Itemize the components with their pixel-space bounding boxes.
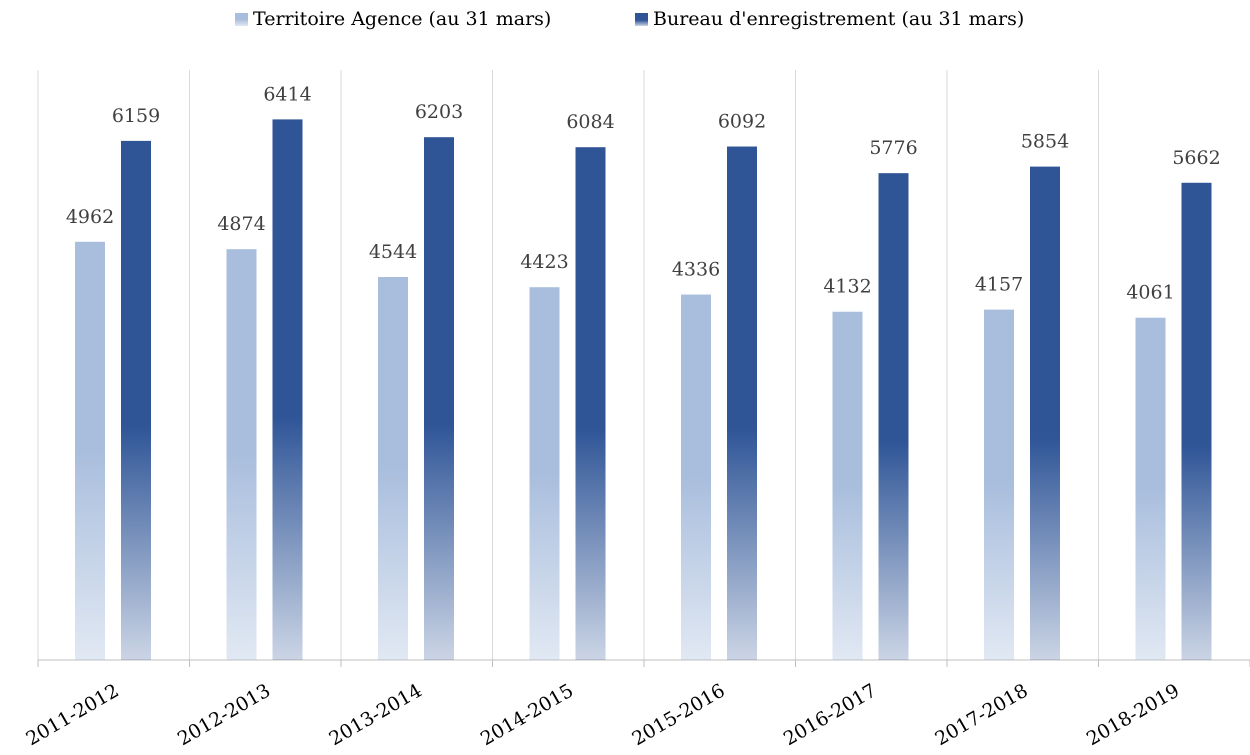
x-tick-label: 2017-2018 <box>931 680 1031 751</box>
legend: Territoire Agence (au 31 mars) Bureau d'e… <box>235 8 1024 30</box>
data-label: 4423 <box>520 251 568 273</box>
data-label: 6092 <box>718 111 766 133</box>
bar <box>226 249 257 661</box>
x-tick-label: 2013-2014 <box>325 680 425 751</box>
legend-swatch <box>635 13 648 26</box>
data-label: 4962 <box>66 206 114 228</box>
data-label: 4061 <box>1126 282 1174 304</box>
data-label: 4132 <box>823 276 871 298</box>
legend-label: Bureau d'enregistrement (au 31 mars) <box>653 8 1024 30</box>
legend-label: Territoire Agence (au 31 mars) <box>253 8 551 30</box>
data-label: 4544 <box>369 241 417 263</box>
data-label: 4874 <box>217 213 265 235</box>
data-label: 5662 <box>1172 147 1220 169</box>
data-label: 6084 <box>566 111 614 133</box>
bar <box>984 309 1014 660</box>
bar <box>878 173 909 660</box>
data-label: 5776 <box>869 137 917 159</box>
bar <box>1135 317 1166 660</box>
bar <box>75 241 105 660</box>
x-tick-label: 2012-2013 <box>174 680 274 751</box>
bar <box>1030 166 1060 660</box>
x-tick-label: 2015-2016 <box>628 680 728 751</box>
bar <box>529 287 560 660</box>
legend-swatch <box>235 13 248 26</box>
bar <box>121 140 151 661</box>
bar <box>681 294 711 660</box>
x-tick-label: 2014-2015 <box>477 680 577 751</box>
data-label: 4157 <box>975 274 1023 296</box>
x-tick-label: 2018-2019 <box>1083 680 1183 751</box>
bar <box>832 311 863 660</box>
bar <box>424 137 454 660</box>
data-label: 6203 <box>415 101 463 123</box>
data-label: 4336 <box>672 259 720 281</box>
x-tick-label: 2011-2012 <box>22 680 122 751</box>
data-label: 6414 <box>263 83 311 105</box>
bar <box>727 146 757 660</box>
x-tick-label: 2016-2017 <box>780 680 880 751</box>
data-label: 5854 <box>1021 131 1069 153</box>
bar <box>575 147 606 661</box>
bar <box>378 277 408 660</box>
bar <box>272 119 303 661</box>
data-label: 6159 <box>112 105 160 127</box>
bar <box>1181 182 1212 660</box>
